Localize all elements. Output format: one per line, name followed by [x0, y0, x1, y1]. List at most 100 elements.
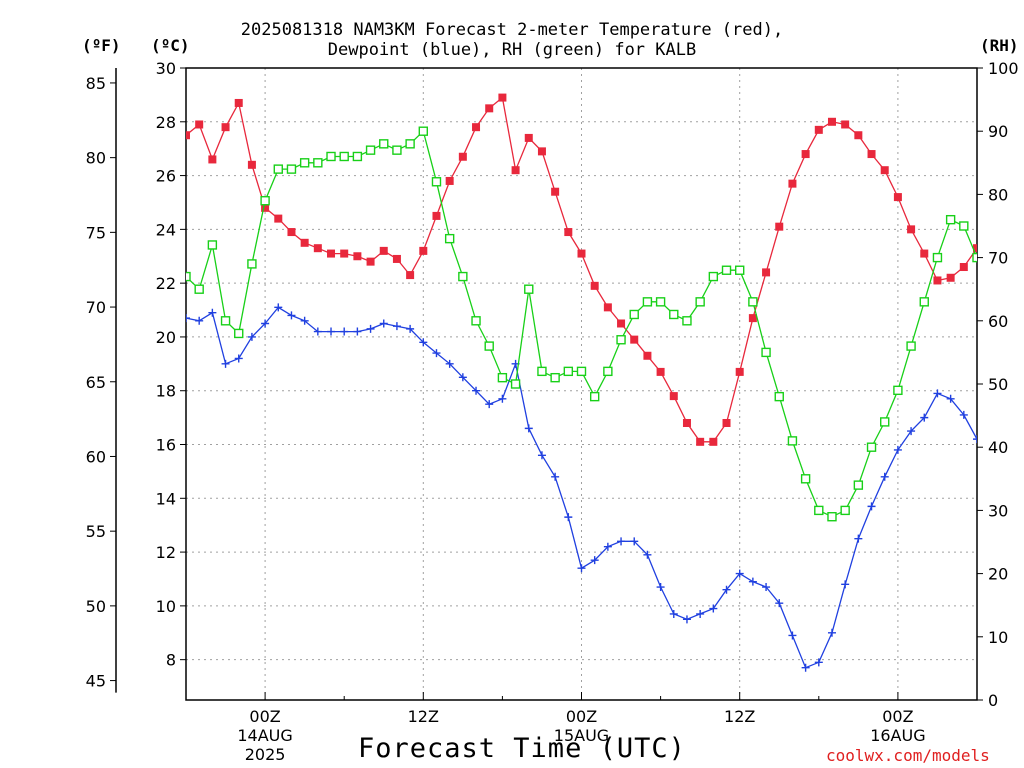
temperature-point — [604, 303, 612, 311]
fahrenheit-tick-label: 65 — [86, 373, 106, 392]
rh-tick-label: 70 — [988, 249, 1008, 268]
time-tick-label: 00Z — [882, 707, 913, 726]
temperature-point — [617, 319, 625, 327]
rh-point — [657, 298, 665, 306]
celsius-tick-label: 26 — [156, 167, 176, 186]
celsius-tick-label: 18 — [156, 382, 176, 401]
celsius-axis: 8 10 12 14 16 18 20 22 24 26 28 30 — [156, 59, 186, 670]
rh-point — [802, 475, 810, 483]
temperature-point — [512, 166, 520, 174]
rh-point — [868, 443, 876, 451]
temperature-point — [643, 352, 651, 360]
rh-tick-label: 100 — [988, 59, 1019, 78]
rh-unit-label: (RH) — [980, 36, 1019, 55]
temperature-point — [657, 368, 665, 376]
time-tick-label: 00Z — [249, 707, 280, 726]
temperature-point — [287, 228, 295, 236]
rh-point — [551, 374, 559, 382]
celsius-tick-label: 24 — [156, 220, 176, 239]
dewpoint-point — [788, 631, 796, 639]
rh-point — [340, 152, 348, 160]
dewpoint-point — [973, 435, 981, 443]
dewpoint-point — [933, 389, 941, 397]
rh-point — [274, 165, 282, 173]
rh-point — [564, 367, 572, 375]
temperature-point — [301, 239, 309, 247]
rh-point — [683, 317, 691, 325]
rh-point — [222, 317, 230, 325]
temperature-point — [802, 150, 810, 158]
time-tick-label: 12Z — [408, 707, 439, 726]
credit-text: coolwx.com/models — [826, 746, 990, 765]
rh-point — [406, 140, 414, 148]
rh-point — [815, 506, 823, 514]
fahrenheit-tick-label: 75 — [86, 223, 106, 242]
fahrenheit-tick-label: 55 — [86, 522, 106, 541]
temperature-point — [459, 153, 467, 161]
celsius-tick-label: 10 — [156, 597, 176, 616]
temperature-point — [578, 250, 586, 258]
rh-tick-label: 40 — [988, 438, 1008, 457]
temperature-point — [933, 276, 941, 284]
rh-point — [301, 159, 309, 167]
temperature-point — [485, 104, 493, 112]
fahrenheit-tick-label: 60 — [86, 447, 106, 466]
dewpoint-point — [195, 317, 203, 325]
rh-point — [749, 298, 757, 306]
rh-tick-label: 50 — [988, 375, 1008, 394]
temperature-point — [854, 131, 862, 139]
temperature-point — [762, 268, 770, 276]
dewpoint-point — [802, 664, 810, 672]
rh-point — [195, 285, 203, 293]
dewpoint-point — [894, 446, 902, 454]
temperature-point — [960, 263, 968, 271]
rh-point — [617, 336, 625, 344]
rh-point — [907, 342, 915, 350]
rh-point — [933, 254, 941, 262]
rh-point — [709, 273, 717, 281]
rh-point — [261, 197, 269, 205]
time-tick-date: 16AUG — [870, 726, 925, 745]
rh-tick-label: 90 — [988, 122, 1008, 141]
dewpoint-point — [235, 354, 243, 362]
rh-point — [630, 310, 638, 318]
temperature-point — [182, 131, 190, 139]
temperature-point — [947, 274, 955, 282]
rh-point — [788, 437, 796, 445]
dewpoint-point — [393, 322, 401, 330]
rh-point — [182, 273, 190, 281]
temperature-point — [670, 392, 678, 400]
dewpoint-point — [999, 462, 1007, 470]
rh-point — [960, 222, 968, 230]
temperature-point — [841, 120, 849, 128]
temperature-point — [775, 223, 783, 231]
temperature-point — [630, 336, 638, 344]
dewpoint-point — [564, 513, 572, 521]
temperature-point — [788, 180, 796, 188]
dewpoint-point — [498, 395, 506, 403]
temperature-point — [525, 134, 533, 142]
dewpoint-point — [551, 473, 559, 481]
dewpoint-point — [749, 578, 757, 586]
rh-point — [472, 317, 480, 325]
rh-point — [353, 152, 361, 160]
rh-point — [604, 367, 612, 375]
time-tick-date: 14AUG — [237, 726, 292, 745]
rh-point — [432, 178, 440, 186]
temperature-point — [591, 282, 599, 290]
dewpoint-point — [868, 502, 876, 510]
rh-point — [947, 216, 955, 224]
celsius-tick-label: 14 — [156, 489, 176, 508]
rh-point — [828, 513, 836, 521]
celsius-tick-label: 8 — [166, 651, 176, 670]
fahrenheit-tick-label: 80 — [86, 149, 106, 168]
time-tick-label: 12Z — [724, 707, 755, 726]
rh-point — [538, 367, 546, 375]
rh-point — [208, 241, 216, 249]
dewpoint-point — [182, 314, 190, 322]
dewpoint-point — [828, 629, 836, 637]
temperature-point — [1013, 271, 1021, 279]
celsius-tick-label: 20 — [156, 328, 176, 347]
rh-tick-label: 20 — [988, 565, 1008, 584]
rh-point — [762, 348, 770, 356]
